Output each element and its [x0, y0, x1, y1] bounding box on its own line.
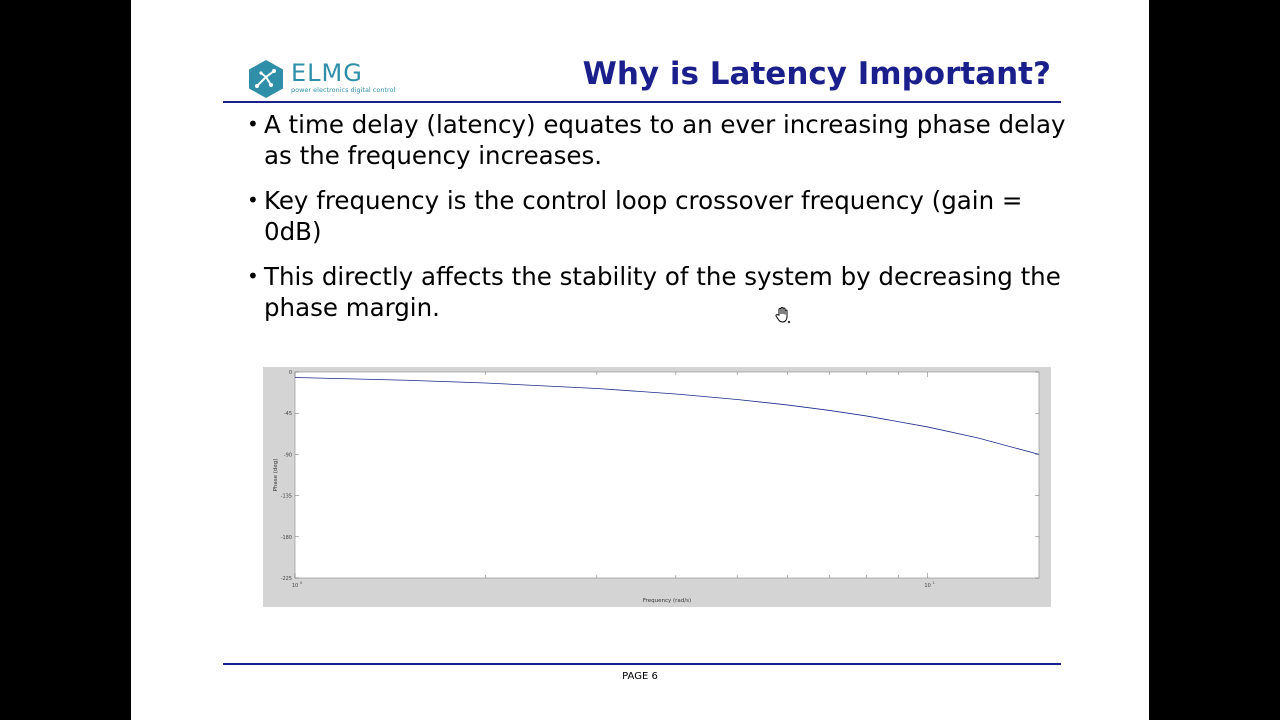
- bullet-item: • A time delay (latency) equates to an e…: [247, 109, 1067, 171]
- header-divider: [223, 101, 1061, 103]
- slide: ELMG power electronics digital control W…: [131, 0, 1149, 720]
- hexagon-logo-icon: [249, 60, 283, 98]
- page-number: PAGE 6: [622, 671, 658, 682]
- bullet-item: • This directly affects the stability of…: [247, 261, 1067, 323]
- logo-tagline: power electronics digital control: [291, 86, 396, 94]
- y-axis-ticks: 0 -45 -90 -135 -180 -225: [281, 370, 1039, 582]
- y-tick-label: -45: [284, 411, 292, 417]
- bullet-list: • A time delay (latency) equates to an e…: [247, 109, 1067, 337]
- slide-title: Why is Latency Important?: [582, 56, 1051, 92]
- x-axis-label: Frequency (rad/s): [643, 598, 691, 604]
- bullet-icon: •: [247, 264, 259, 288]
- series-group: [294, 377, 1040, 455]
- x-tick-label: 10: [924, 583, 930, 589]
- y-tick-label: -90: [284, 452, 292, 458]
- footer-divider: [223, 663, 1061, 665]
- bullet-icon: •: [247, 112, 259, 136]
- elmg-logo: ELMG power electronics digital control: [247, 59, 407, 99]
- y-axis-label: Phase (deg): [273, 459, 279, 492]
- x-axis-ticks: 10 0 10 1: [292, 372, 935, 589]
- bullet-icon: •: [247, 188, 259, 212]
- x-tick-label: 10: [292, 583, 298, 589]
- y-tick-label: -225: [281, 576, 292, 582]
- x-tick-exponent: 1: [933, 581, 935, 585]
- bullet-text: Key frequency is the control loop crosso…: [264, 186, 1023, 246]
- y-tick-label: 0: [289, 370, 292, 376]
- bullet-item: • Key frequency is the control loop cros…: [247, 185, 1067, 247]
- y-tick-label: -135: [281, 494, 292, 500]
- bullet-text: A time delay (latency) equates to an eve…: [264, 110, 1066, 170]
- chart-svg: 0-45-90-135-180-225 10 0 10 1 Frequency (ra…: [273, 370, 1040, 604]
- plot-area: [294, 371, 1040, 579]
- phase-series-line: [294, 377, 1040, 455]
- bullet-text: This directly affects the stability of t…: [264, 262, 1061, 322]
- hand-cursor-icon: [773, 305, 793, 325]
- y-tick-label: -180: [281, 535, 292, 541]
- x-tick-exponent: 0: [300, 581, 302, 585]
- bode-phase-chart: 0 -45 -90 -135 -180 -225 10 0 10 1 Frequency (ra…: [263, 367, 1051, 607]
- logo-name: ELMG: [291, 59, 363, 87]
